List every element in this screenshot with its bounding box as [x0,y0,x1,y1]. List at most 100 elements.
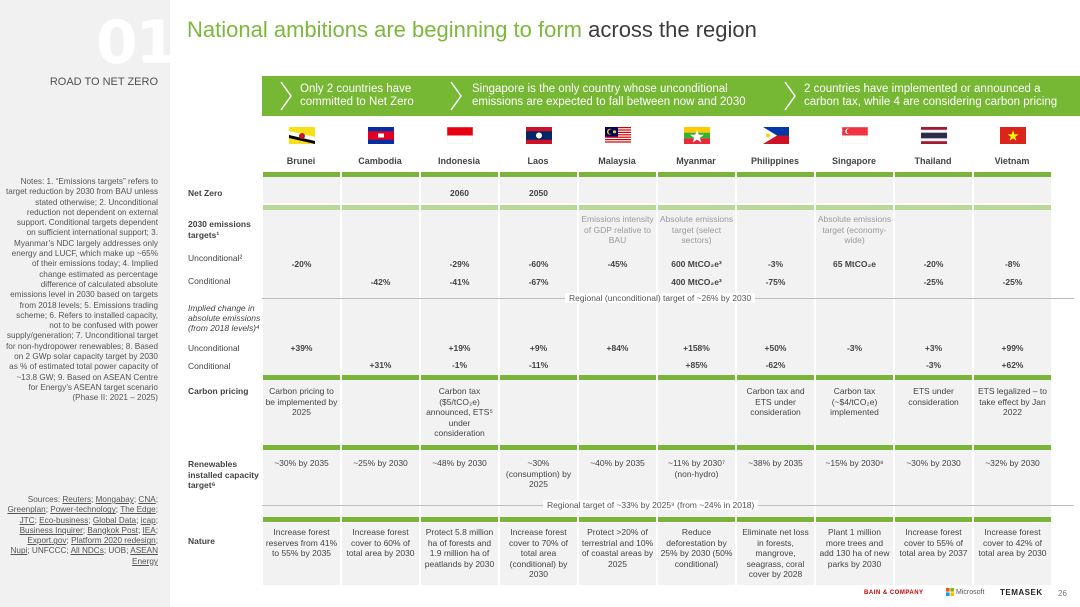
implied-conditional-cell: -3% [925,360,942,370]
divider-bar [658,205,735,210]
source-link[interactable]: Mongabay [95,495,134,504]
column-background [974,380,1051,446]
column-background [263,380,340,446]
column-background [342,380,419,446]
divider-bar [579,517,656,522]
source-link[interactable]: Power-technology [50,505,116,515]
row-label-implied-unconditional: Unconditional [188,343,240,353]
renewables-target-cell: ~30% by 2030 [906,458,961,468]
source-link[interactable]: Bangkok Post [87,525,138,535]
source-link[interactable]: Eco-business [39,515,89,525]
column-background [342,210,419,388]
unconditional-target-cell: -60% [528,259,549,269]
net-zero-cell: 2060 [450,188,469,198]
divider-bar [816,445,893,450]
country-name: Vietnam [994,156,1030,166]
source-link[interactable]: IEA [142,525,156,535]
country-name: Myanmar [676,156,716,166]
divider-bar [579,375,656,380]
divider-bar [816,375,893,380]
column-background [342,450,419,520]
country-name: Indonesia [437,156,480,166]
column-background [421,380,498,446]
laos-flag-icon [526,127,552,144]
column-background [658,176,735,203]
divider-bar [658,375,735,380]
renewables-target-cell: ~32% by 2030 [985,458,1040,468]
column-background [263,176,340,203]
source-link[interactable]: Nupi [10,546,28,556]
column-background [421,523,498,585]
nature-target-cell: Protect 5.8 million ha of forests and 1.… [424,527,495,569]
divider-bar [263,205,340,210]
row-label-renewables: Renewables installed capacity target⁶ [188,459,259,490]
column-background [421,176,498,203]
divider-bar [658,445,735,450]
divider-bar [737,375,814,380]
implied-conditional-cell: -11% [528,360,549,370]
source-link[interactable]: JTC [19,515,35,525]
nature-target-cell: Increase forest cover to 55% of total ar… [899,527,968,558]
carbon-pricing-cell: ETS under consideration [908,386,959,407]
column-background [658,523,735,585]
row-label-carbon-pricing: Carbon pricing [188,386,249,396]
column-background [816,210,893,388]
divider-bar [974,375,1051,380]
divider-bar [263,172,340,177]
country-name: Singapore [831,156,876,166]
source-link[interactable]: Greenplan [7,505,46,515]
divider-bar [500,205,577,210]
nature-target-cell: Eliminate net loss in forests, mangrove,… [742,527,809,579]
source-link[interactable]: Platform 2020 redesign [71,536,156,546]
source-link[interactable]: Reuters [62,495,92,504]
microsoft-wordmark: Microsoft [956,588,985,596]
renewables-target-cell: ~25% by 2030 [353,458,408,468]
key-takeaways-banner: Only 2 countries have committed to Net Z… [262,76,1080,116]
source-link[interactable]: All NDCs [70,546,104,556]
source-link[interactable]: Export.gov [27,536,67,546]
column-background [974,176,1051,203]
divider-bar [263,445,340,450]
column-background [500,210,577,388]
divider-bar [974,517,1051,522]
microsoft-squares-icon [946,588,954,596]
source-link: UOB [108,546,127,556]
column-background [974,450,1051,520]
carbon-pricing-cell: Carbon tax and ETS under consideration [746,386,805,417]
renewables-target-cell: ~48% by 2030 [432,458,487,468]
title-rest: across the region [582,17,757,42]
target-type-cell: Absolute emissions target (select sector… [659,214,734,245]
column-background [500,176,577,203]
divider-bar [895,445,972,450]
column-background [816,176,893,203]
unconditional-target-cell: -45% [607,259,628,269]
microsoft-logo: Microsoft [946,588,984,596]
source-link[interactable]: The Edge [120,505,156,515]
implied-conditional-cell: -1% [451,360,468,370]
source-link[interactable]: Business Inquirer [19,525,83,535]
implied-conditional-cell: -62% [765,360,786,370]
divider-bar [342,172,419,177]
divider-bar [895,375,972,380]
nature-target-cell: Protect >20% of terrestrial and 10% of c… [581,527,654,569]
implied-unconditional-cell: +158% [683,343,710,353]
column-background [737,523,814,585]
divider-bar [342,205,419,210]
source-link[interactable]: icap [140,515,156,525]
implied-unconditional-cell: +3% [924,343,943,353]
implied-unconditional-cell: +19% [448,343,471,353]
nature-target-cell: Increase forest cover to 42% of total ar… [978,527,1047,558]
conditional-target-cell: -25% [1002,277,1023,287]
myanmar-flag-icon [684,127,710,144]
source-link[interactable]: Global Data [92,515,137,525]
row-label-unconditional: Unconditional² [188,253,243,263]
row-label-implied-conditional: Conditional [188,361,231,371]
source-link[interactable]: ASEAN Energy [130,546,158,566]
divider-bar [974,205,1051,210]
source-link[interactable]: CNA [138,495,156,504]
column-background [263,450,340,520]
row-label-nature: Nature [188,536,215,546]
divider-bar [895,517,972,522]
column-background [895,176,972,203]
divider-bar [421,205,498,210]
